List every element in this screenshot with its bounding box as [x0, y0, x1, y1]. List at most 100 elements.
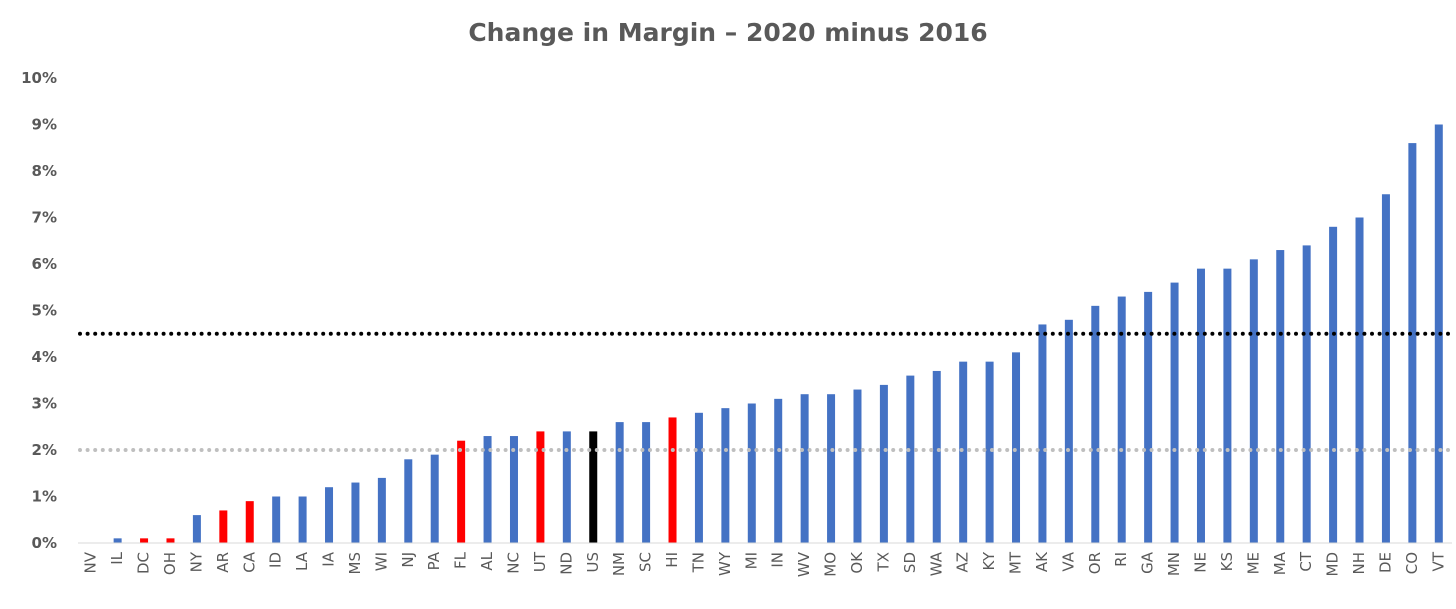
bar [298, 496, 307, 543]
bar [668, 417, 677, 543]
bar [906, 375, 915, 543]
x-tick-label: WY [716, 551, 734, 576]
x-tick-label: MD [1324, 552, 1342, 577]
x-tick-label: AZ [954, 552, 972, 573]
x-tick-label: UT [531, 551, 549, 572]
x-tick-label: CO [1403, 552, 1421, 574]
bar [1064, 319, 1073, 543]
bar [1355, 217, 1364, 543]
bar [1196, 268, 1205, 543]
bar [1302, 245, 1311, 543]
bar [430, 454, 439, 543]
bar [1276, 250, 1285, 544]
bar [774, 398, 783, 543]
bar [562, 431, 571, 543]
bar [351, 482, 360, 543]
bar [879, 384, 888, 543]
x-tick-label: US [584, 552, 602, 573]
bar [1117, 296, 1126, 543]
x-tick-label: NY [187, 551, 205, 572]
y-tick-label: 1% [32, 488, 57, 506]
bar [1170, 282, 1179, 543]
bar [800, 394, 809, 543]
x-tick-label: AL [478, 551, 496, 570]
x-tick-label: MS [346, 552, 364, 574]
y-tick-label: 3% [32, 395, 57, 413]
y-tick-label: 7% [32, 209, 57, 227]
bar [747, 403, 756, 543]
x-tick-label: NV [82, 551, 100, 573]
bar [589, 431, 598, 543]
y-tick-label: 2% [32, 441, 57, 459]
x-tick-label: IL [108, 551, 126, 564]
x-tick-label: MO [822, 552, 840, 577]
x-tick-label: TX [874, 552, 892, 572]
bar [457, 440, 466, 543]
x-tick-label: DC [135, 552, 153, 574]
x-tick-label: NE [1191, 552, 1209, 573]
chart-title: Change in Margin – 2020 minus 2016 [468, 18, 988, 47]
x-tick-label: NC [504, 552, 522, 574]
x-tick-label: OR [1086, 552, 1104, 574]
x-tick-label: OH [161, 552, 179, 575]
x-tick-label: VT [1429, 551, 1447, 571]
bar [1012, 352, 1021, 543]
bar [1144, 291, 1153, 543]
y-axis: 0% 1% 2% 3% 4% 5% 6% 7% 8% 9% 10% [21, 69, 57, 552]
x-tick-label: CT [1297, 551, 1315, 571]
bar [615, 422, 624, 543]
y-tick-label: 9% [32, 116, 57, 134]
x-tick-label: NM [610, 552, 628, 576]
x-tick-label: OK [848, 551, 866, 574]
bar [245, 501, 254, 543]
x-tick-label: SD [901, 552, 919, 573]
x-tick-label: NJ [399, 552, 417, 568]
x-tick-label: KY [980, 551, 998, 570]
bar [1249, 259, 1258, 543]
bar [377, 477, 386, 543]
bar [853, 389, 862, 543]
y-tick-label: 6% [32, 255, 57, 273]
x-tick-label: FL [452, 551, 470, 569]
y-tick-label: 8% [32, 162, 57, 180]
x-tick-label: SC [637, 552, 655, 572]
bar [483, 436, 492, 543]
x-tick-label: HI [663, 552, 681, 568]
x-tick-label: AK [1033, 551, 1051, 572]
y-tick-label: 10% [21, 69, 57, 87]
bar [113, 538, 122, 543]
x-tick-label: ME [1244, 552, 1262, 574]
bar [140, 538, 149, 543]
x-tick-label: AR [214, 552, 232, 573]
x-tick-label: MI [742, 552, 760, 569]
x-tick-label: DE [1376, 552, 1394, 573]
bar [1091, 305, 1100, 543]
bar [721, 408, 730, 543]
bar [1381, 194, 1390, 543]
y-tick-label: 0% [32, 534, 57, 552]
bar [325, 487, 334, 543]
bar [694, 412, 703, 543]
x-tick-label: MA [1271, 551, 1289, 575]
x-tick-label: GA [1139, 551, 1157, 574]
x-tick-label: CA [240, 551, 258, 572]
x-tick-label: IN [769, 552, 787, 568]
x-tick-label: PA [425, 551, 443, 570]
bar [404, 459, 413, 543]
y-tick-label: 5% [32, 302, 57, 320]
bar [536, 431, 545, 543]
bar [827, 394, 836, 543]
x-tick-label: ID [267, 552, 285, 568]
bar [272, 496, 281, 543]
x-tick-label: WV [795, 551, 813, 577]
y-tick-label: 4% [32, 348, 57, 366]
bar [166, 538, 175, 543]
bar [642, 422, 651, 543]
x-tick-label: LA [293, 551, 311, 571]
bar [192, 515, 201, 543]
bar [1408, 143, 1417, 543]
x-tick-label: WA [927, 551, 945, 576]
x-tick-label: MT [1007, 551, 1025, 574]
bar [932, 370, 941, 543]
bar [1223, 268, 1232, 543]
